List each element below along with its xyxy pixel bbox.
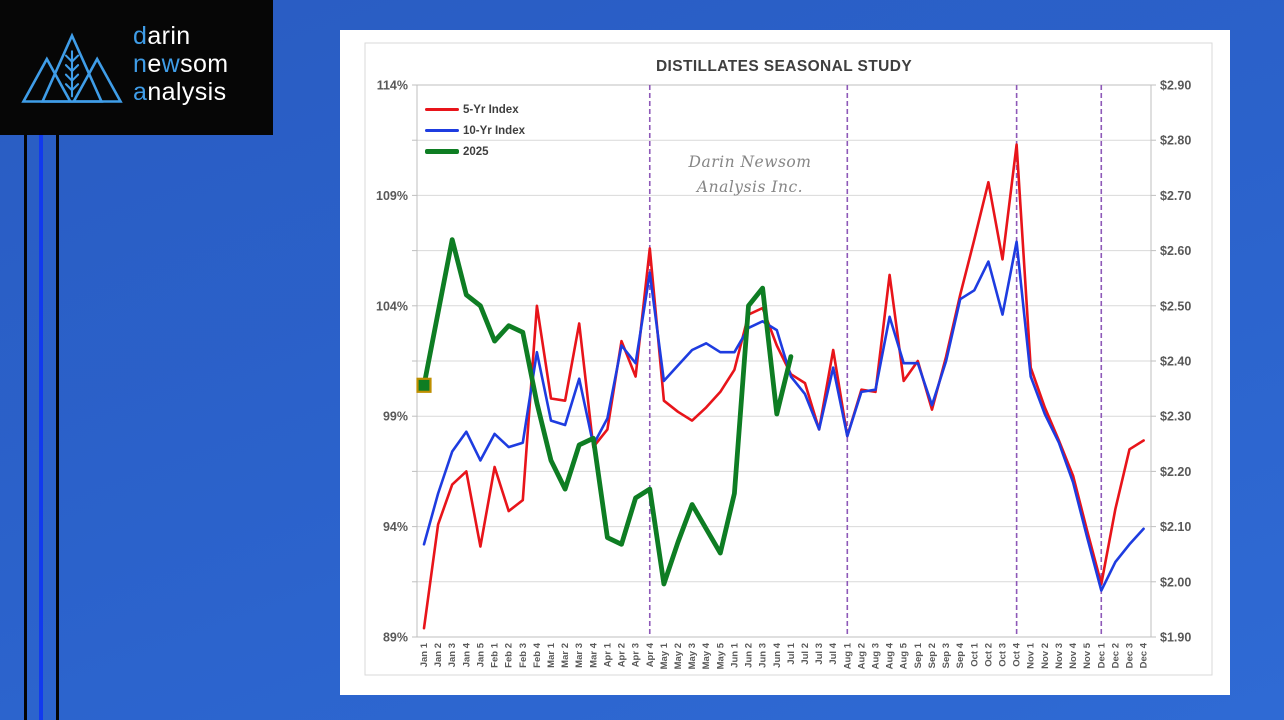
svg-text:Oct 1: Oct 1 bbox=[969, 642, 980, 666]
mountains-wheat-icon bbox=[21, 32, 123, 103]
legend-item-1: 5-Yr Index bbox=[425, 99, 525, 120]
chart-panel: $1.90 89% $2.00 $2.10 94% $2.20 $2.30 99% $2.40 $… bbox=[340, 30, 1230, 695]
svg-text:Jan 1: Jan 1 bbox=[419, 642, 430, 667]
svg-text:Sep 1: Sep 1 bbox=[913, 642, 924, 668]
svg-text:Jun 1: Jun 1 bbox=[729, 642, 740, 668]
svg-text:Aug 1: Aug 1 bbox=[842, 642, 853, 669]
legend-swatch bbox=[425, 129, 459, 132]
svg-text:$2.80: $2.80 bbox=[1160, 134, 1191, 148]
left-stripe-black-1 bbox=[24, 0, 27, 720]
watermark-line-1: Darin Newsom bbox=[688, 153, 812, 171]
svg-text:Mar 2: Mar 2 bbox=[560, 643, 571, 668]
svg-text:109%: 109% bbox=[376, 189, 408, 203]
svg-text:Mar 3: Mar 3 bbox=[574, 643, 585, 668]
svg-text:Aug 4: Aug 4 bbox=[885, 642, 896, 669]
svg-text:Aug 3: Aug 3 bbox=[871, 643, 882, 669]
chart-legend: 5-Yr Index 10-Yr Index 2025 bbox=[425, 99, 525, 162]
svg-text:May 4: May 4 bbox=[701, 642, 712, 669]
svg-text:Jun 3: Jun 3 bbox=[758, 643, 769, 668]
svg-text:104%: 104% bbox=[376, 299, 408, 313]
svg-text:114%: 114% bbox=[377, 79, 408, 93]
svg-text:Oct 3: Oct 3 bbox=[998, 643, 1009, 667]
svg-text:Aug 5: Aug 5 bbox=[899, 642, 910, 669]
svg-text:Feb 3: Feb 3 bbox=[518, 643, 529, 668]
svg-text:Mar 4: Mar 4 bbox=[588, 642, 599, 668]
svg-text:Oct 4: Oct 4 bbox=[1012, 642, 1023, 666]
svg-text:May 1: May 1 bbox=[659, 642, 670, 669]
svg-text:Jul 3: Jul 3 bbox=[814, 643, 825, 665]
svg-text:May 3: May 3 bbox=[687, 643, 698, 669]
svg-text:$2.30: $2.30 bbox=[1160, 410, 1191, 424]
svg-text:Nov 5: Nov 5 bbox=[1082, 642, 1093, 669]
svg-text:Jan 4: Jan 4 bbox=[461, 642, 472, 667]
svg-text:99%: 99% bbox=[383, 410, 408, 424]
svg-text:Sep 4: Sep 4 bbox=[955, 642, 966, 668]
svg-text:Feb 1: Feb 1 bbox=[490, 642, 501, 668]
watermark: Darin Newsom Analysis Inc. bbox=[600, 150, 900, 200]
svg-text:$2.60: $2.60 bbox=[1160, 244, 1191, 258]
svg-text:Feb 2: Feb 2 bbox=[504, 643, 515, 668]
svg-text:Jan 3: Jan 3 bbox=[447, 643, 458, 667]
svg-text:Jul 1: Jul 1 bbox=[786, 642, 797, 664]
svg-text:Dec 4: Dec 4 bbox=[1139, 642, 1150, 668]
svg-text:Dec 3: Dec 3 bbox=[1125, 643, 1136, 668]
svg-text:Dec 1: Dec 1 bbox=[1096, 642, 1107, 668]
svg-text:Jun 2: Jun 2 bbox=[744, 643, 755, 668]
svg-text:Feb 4: Feb 4 bbox=[532, 642, 543, 668]
svg-text:$2.00: $2.00 bbox=[1160, 575, 1191, 589]
svg-text:Apr 3: Apr 3 bbox=[631, 643, 642, 667]
svg-text:89%: 89% bbox=[383, 631, 408, 645]
dna-logo: darin newsom analysis bbox=[0, 0, 273, 135]
svg-text:Sep 2: Sep 2 bbox=[927, 643, 938, 668]
svg-text:Jan 2: Jan 2 bbox=[433, 643, 444, 667]
left-stripe-black-2 bbox=[56, 0, 59, 720]
svg-text:Oct 2: Oct 2 bbox=[983, 643, 994, 667]
svg-text:Nov 3: Nov 3 bbox=[1054, 643, 1065, 669]
svg-text:$2.70: $2.70 bbox=[1160, 189, 1191, 203]
watermark-line-2: Analysis Inc. bbox=[696, 178, 804, 196]
legend-item-3: 2025 bbox=[425, 141, 525, 162]
svg-text:Jul 2: Jul 2 bbox=[800, 643, 811, 665]
svg-text:Sep 3: Sep 3 bbox=[941, 643, 952, 668]
legend-item-2: 10-Yr Index bbox=[425, 120, 525, 141]
svg-text:Dec 2: Dec 2 bbox=[1110, 643, 1121, 668]
svg-text:Jan 5: Jan 5 bbox=[475, 642, 486, 667]
svg-text:$2.50: $2.50 bbox=[1160, 299, 1191, 313]
svg-text:Nov 2: Nov 2 bbox=[1040, 643, 1051, 669]
legend-swatch bbox=[425, 108, 459, 111]
chart-title: DISTILLATES SEASONAL STUDY bbox=[655, 58, 913, 75]
logo-wordmark: darin newsom analysis bbox=[133, 22, 229, 106]
svg-text:Apr 1: Apr 1 bbox=[602, 642, 613, 667]
svg-text:$1.90: $1.90 bbox=[1160, 631, 1191, 645]
legend-swatch bbox=[425, 149, 459, 154]
svg-text:Aug 2: Aug 2 bbox=[856, 643, 867, 669]
svg-text:$2.40: $2.40 bbox=[1160, 355, 1191, 369]
svg-text:$2.10: $2.10 bbox=[1160, 520, 1191, 534]
svg-text:Apr 2: Apr 2 bbox=[617, 643, 628, 667]
left-stripe-blue bbox=[39, 0, 43, 720]
svg-text:May 5: May 5 bbox=[715, 642, 726, 669]
svg-text:Mar 1: Mar 1 bbox=[546, 642, 557, 668]
svg-text:$2.90: $2.90 bbox=[1160, 79, 1191, 93]
svg-text:May 2: May 2 bbox=[673, 643, 684, 669]
svg-text:$2.20: $2.20 bbox=[1160, 465, 1191, 479]
svg-text:Jul 4: Jul 4 bbox=[828, 642, 839, 664]
svg-text:Apr 4: Apr 4 bbox=[645, 642, 656, 667]
legend-label: 2025 bbox=[463, 145, 489, 158]
svg-text:Nov 4: Nov 4 bbox=[1068, 642, 1079, 669]
seasonal-line-chart: $1.90 89% $2.00 $2.10 94% $2.20 $2.30 99% $2.40 $… bbox=[364, 42, 1213, 676]
svg-text:94%: 94% bbox=[383, 520, 408, 534]
legend-label: 10-Yr Index bbox=[463, 124, 525, 137]
svg-text:Nov 1: Nov 1 bbox=[1026, 642, 1037, 669]
legend-label: 5-Yr Index bbox=[463, 103, 519, 116]
svg-text:Jun 4: Jun 4 bbox=[772, 642, 783, 668]
